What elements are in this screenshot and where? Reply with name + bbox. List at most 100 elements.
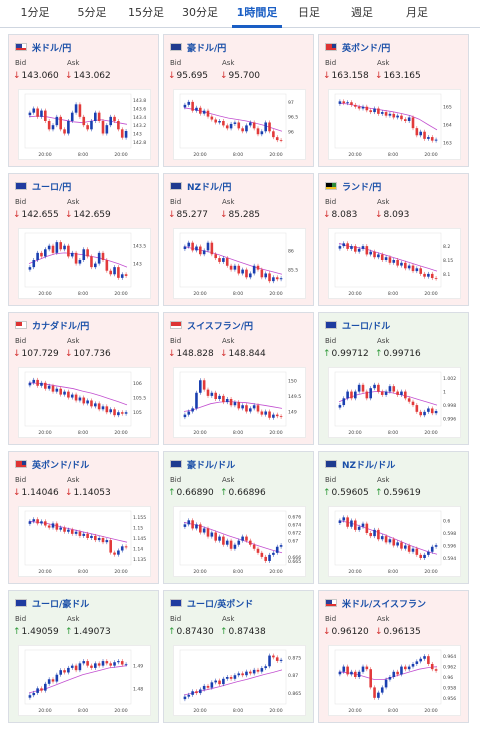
candle: [245, 267, 248, 280]
pair-title[interactable]: ユーロ/英ポンド: [170, 597, 254, 610]
pair-title[interactable]: 英ポンド/円: [325, 41, 391, 54]
pair-name[interactable]: ランド/円: [342, 182, 382, 193]
candle: [70, 250, 74, 259]
pair-name[interactable]: 豪ドル/円: [187, 43, 227, 54]
pair-title[interactable]: ユーロ/豪ドル: [15, 597, 90, 610]
candlestick-chart[interactable]: 0.865 0.87 0.875 20:00 8:00 20:00: [173, 645, 306, 716]
pair-title[interactable]: 米ドル/円: [15, 41, 72, 54]
pair-title[interactable]: NZドル/ドル: [325, 458, 396, 471]
pair-title[interactable]: ユーロ/ドル: [325, 319, 391, 332]
candle: [124, 544, 128, 550]
tab-3[interactable]: 30分足: [182, 6, 218, 19]
rate-card[interactable]: カナダドル/円 Bid Ask ↓107.729 ↓107.736 105 105…: [8, 312, 159, 445]
pair-title[interactable]: NZドル/円: [170, 180, 232, 193]
bid-value: ↑0.59605: [323, 488, 369, 498]
candle: [245, 403, 248, 414]
pair-name[interactable]: ユーロ/ドル: [342, 321, 391, 332]
rate-card[interactable]: 英ポンド/円 Bid Ask ↓163.158 ↓163.165 163 164 1…: [318, 34, 469, 167]
pair-name[interactable]: カナダドル/円: [32, 321, 90, 332]
candle: [256, 263, 260, 272]
candle: [113, 550, 116, 557]
y-tick-label: 142.8: [133, 140, 146, 146]
candle: [241, 126, 244, 134]
rate-card[interactable]: 豪ドル/ドル Bid Ask ↑0.66890 ↑0.66896 0.665 0.…: [163, 451, 314, 584]
candlestick-chart[interactable]: 1.135 1.14 1.145 1.15 1.155 20:00 8:00 20:00: [18, 506, 151, 577]
rate-card[interactable]: ユーロ/ドル Bid Ask ↑0.99712 ↑0.99716 0.996 0.…: [318, 312, 469, 445]
pair-name[interactable]: ユーロ/円: [32, 182, 72, 193]
pair-title[interactable]: ランド/円: [325, 180, 382, 193]
tab-7[interactable]: 月足: [406, 6, 428, 19]
rate-card[interactable]: 米ドル/スイスフラン Bid Ask ↓0.96120 ↓0.96135 0.9…: [318, 590, 469, 723]
candlestick-chart[interactable]: 149 149.5 150 20:00 8:00 20:00: [173, 367, 306, 438]
pair-name[interactable]: 豪ドル/ドル: [187, 460, 236, 471]
pair-title[interactable]: ユーロ/円: [15, 180, 72, 193]
rate-card[interactable]: スイスフラン/円 Bid Ask ↓148.828 ↓148.844 149 14…: [163, 312, 314, 445]
candlestick-chart[interactable]: 0.996 0.998 1 1.002 20:00 8:00 20:00: [328, 367, 461, 438]
candle: [249, 406, 252, 414]
candlestick-chart[interactable]: 163 164 165 20:00 8:00 20:00: [328, 89, 461, 160]
candlestick-chart[interactable]: 96 96.5 97 20:00 8:00 20:00: [173, 89, 306, 160]
tab-0[interactable]: 1分足: [20, 6, 50, 19]
pair-title[interactable]: 豪ドル/ドル: [170, 458, 236, 471]
pair-title[interactable]: 英ポンド/ドル: [15, 458, 90, 471]
candlestick-chart[interactable]: 1.48 1.49 20:00 8:00 20:00: [18, 645, 151, 716]
arrow-down-icon: ↓: [13, 210, 21, 220]
pair-name[interactable]: NZドル/円: [187, 182, 232, 193]
nz-flag-icon: [170, 182, 182, 190]
pair-name[interactable]: 米ドル/スイスフラン: [342, 599, 427, 610]
candlestick-chart[interactable]: 0.956 0.958 0.96 0.962 0.964 20:00 8:00 20:00: [328, 645, 461, 716]
arrow-down-icon: ↓: [13, 349, 21, 359]
candle: [380, 685, 384, 695]
candle: [264, 409, 267, 417]
pair-name[interactable]: スイスフラン/円: [187, 321, 254, 332]
rate-card[interactable]: 英ポンド/ドル Bid Ask ↓1.14046 ↓1.14053 1.135 1…: [8, 451, 159, 584]
pair-name[interactable]: NZドル/ドル: [342, 460, 396, 471]
rate-card[interactable]: ユーロ/豪ドル Bid Ask ↑1.49059 ↑1.49073 1.48 1.…: [8, 590, 159, 723]
pair-name[interactable]: 英ポンド/円: [342, 43, 391, 54]
pair-name[interactable]: ユーロ/英ポンド: [187, 599, 254, 610]
candlestick-chart[interactable]: 105 105.5 106 20:00 8:00 20:00: [18, 367, 151, 438]
candle: [36, 377, 39, 388]
tab-1[interactable]: 5分足: [77, 6, 107, 19]
candlestick-chart[interactable]: 0.665 0.666 0.67 0.672 0.674 0.676 20:00 8:00 20…: [173, 506, 306, 577]
candle: [32, 106, 36, 115]
rate-card[interactable]: ユーロ/円 Bid Ask ↓142.655 ↓142.659 143 143.5…: [8, 173, 159, 306]
candle: [400, 113, 403, 122]
pair-title[interactable]: 豪ドル/円: [170, 41, 227, 54]
candlestick-chart[interactable]: 0.594 0.596 0.598 0.6 20:00 8:00 20:00: [328, 506, 461, 577]
pair-title[interactable]: カナダドル/円: [15, 319, 90, 332]
candlestick-chart[interactable]: 142.8 143 143.2 143.4 143.6 143.8 20:00 8:00 20:…: [18, 89, 151, 160]
tab-5[interactable]: 日足: [298, 6, 320, 19]
rate-card[interactable]: NZドル/ドル Bid Ask ↑0.59605 ↑0.59619 0.594 0…: [318, 451, 469, 584]
pair-title[interactable]: スイスフラン/円: [170, 319, 254, 332]
pair-title[interactable]: 米ドル/スイスフラン: [325, 597, 427, 610]
candle: [218, 678, 221, 687]
tab-6[interactable]: 週足: [351, 6, 373, 19]
candle: [222, 534, 225, 547]
candle: [377, 527, 380, 542]
pair-name[interactable]: 英ポンド/ドル: [32, 460, 90, 471]
candle: [365, 664, 369, 672]
candle: [377, 690, 380, 700]
rate-card[interactable]: ランド/円 Bid Ask ↓8.083 ↓8.093 8.1 8.15 8.2 20…: [318, 173, 469, 306]
candle: [44, 380, 47, 391]
candle: [275, 544, 279, 555]
pair-name[interactable]: ユーロ/豪ドル: [32, 599, 90, 610]
rate-card[interactable]: 豪ドル/円 Bid Ask ↓95.695 ↓95.700 96 96.5 97 20…: [163, 34, 314, 167]
candle: [396, 669, 399, 677]
candle: [430, 271, 434, 281]
candlestick-chart[interactable]: 143 143.5 20:00 8:00 20:00: [18, 228, 151, 299]
candlestick-chart[interactable]: 8.1 8.15 8.2 20:00 8:00 20:00: [328, 228, 461, 299]
arrow-down-icon: ↓: [323, 210, 331, 220]
tab-2[interactable]: 15分足: [128, 6, 164, 19]
tab-4[interactable]: 1時間足: [232, 0, 282, 28]
y-tick-label: 1.145: [133, 536, 146, 542]
candle: [222, 393, 225, 405]
candle: [380, 252, 384, 262]
candle: [346, 100, 349, 106]
rate-card[interactable]: ユーロ/英ポンド Bid Ask ↑0.87430 ↑0.87438 0.865…: [163, 590, 314, 723]
pair-name[interactable]: 米ドル/円: [32, 43, 72, 54]
rate-card[interactable]: 米ドル/円 Bid Ask ↓143.060 ↓143.062 142.8 143…: [8, 34, 159, 167]
rate-card[interactable]: NZドル/円 Bid Ask ↓85.277 ↓85.285 85.5 86 20:…: [163, 173, 314, 306]
candlestick-chart[interactable]: 85.5 86 20:00 8:00 20:00: [173, 228, 306, 299]
